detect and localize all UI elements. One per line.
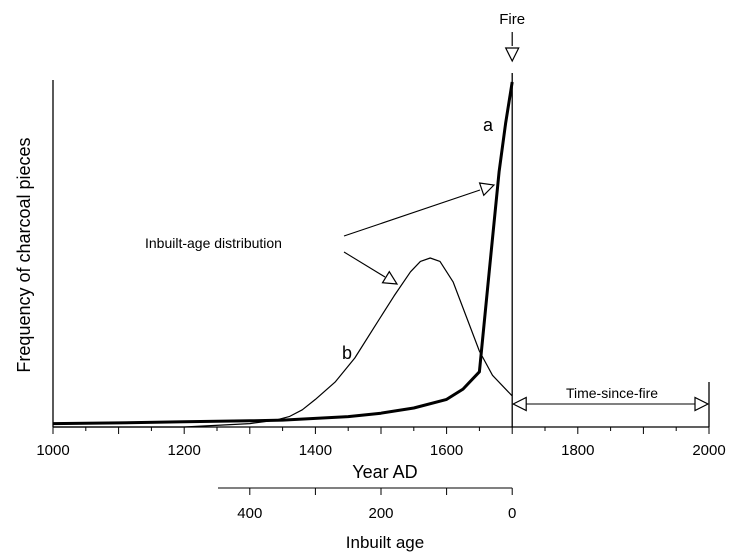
distribution-arrow-a-stem bbox=[343, 189, 481, 237]
secondary-tick-label: 0 bbox=[508, 505, 516, 522]
distribution-arrow-b-stem bbox=[343, 251, 386, 278]
x-tick-label: 2000 bbox=[692, 442, 725, 459]
time-since-fire-arrow-left bbox=[511, 396, 527, 412]
fire-label: Fire bbox=[499, 11, 525, 28]
time-since-fire-arrow-right bbox=[694, 396, 710, 412]
fire-arrow-head bbox=[504, 47, 520, 63]
distribution-arrow-b-head bbox=[381, 270, 399, 285]
series-a-line bbox=[52, 81, 514, 426]
secondary-tick-label: 400 bbox=[237, 505, 262, 522]
x-tick-label: 1600 bbox=[430, 442, 463, 459]
time-since-fire-label: Time-since-fire bbox=[566, 385, 658, 401]
x-tick-label: 1200 bbox=[168, 442, 201, 459]
x-tick-label: 1400 bbox=[299, 442, 332, 459]
secondary-tick-label: 200 bbox=[368, 505, 393, 522]
distribution-label: Inbuilt-age distribution bbox=[145, 235, 282, 251]
series-b-label: b bbox=[342, 343, 352, 363]
x-axis-title: Year AD bbox=[352, 462, 417, 482]
secondary-axis-title: Inbuilt age bbox=[346, 533, 424, 552]
distribution-arrow-a-head bbox=[478, 182, 496, 197]
series-b-line bbox=[53, 257, 513, 428]
x-tick-label: 1000 bbox=[36, 442, 69, 459]
y-axis-title: Frequency of charcoal pieces bbox=[14, 137, 34, 372]
series-a-label: a bbox=[483, 115, 494, 135]
x-tick-label: 1800 bbox=[561, 442, 594, 459]
